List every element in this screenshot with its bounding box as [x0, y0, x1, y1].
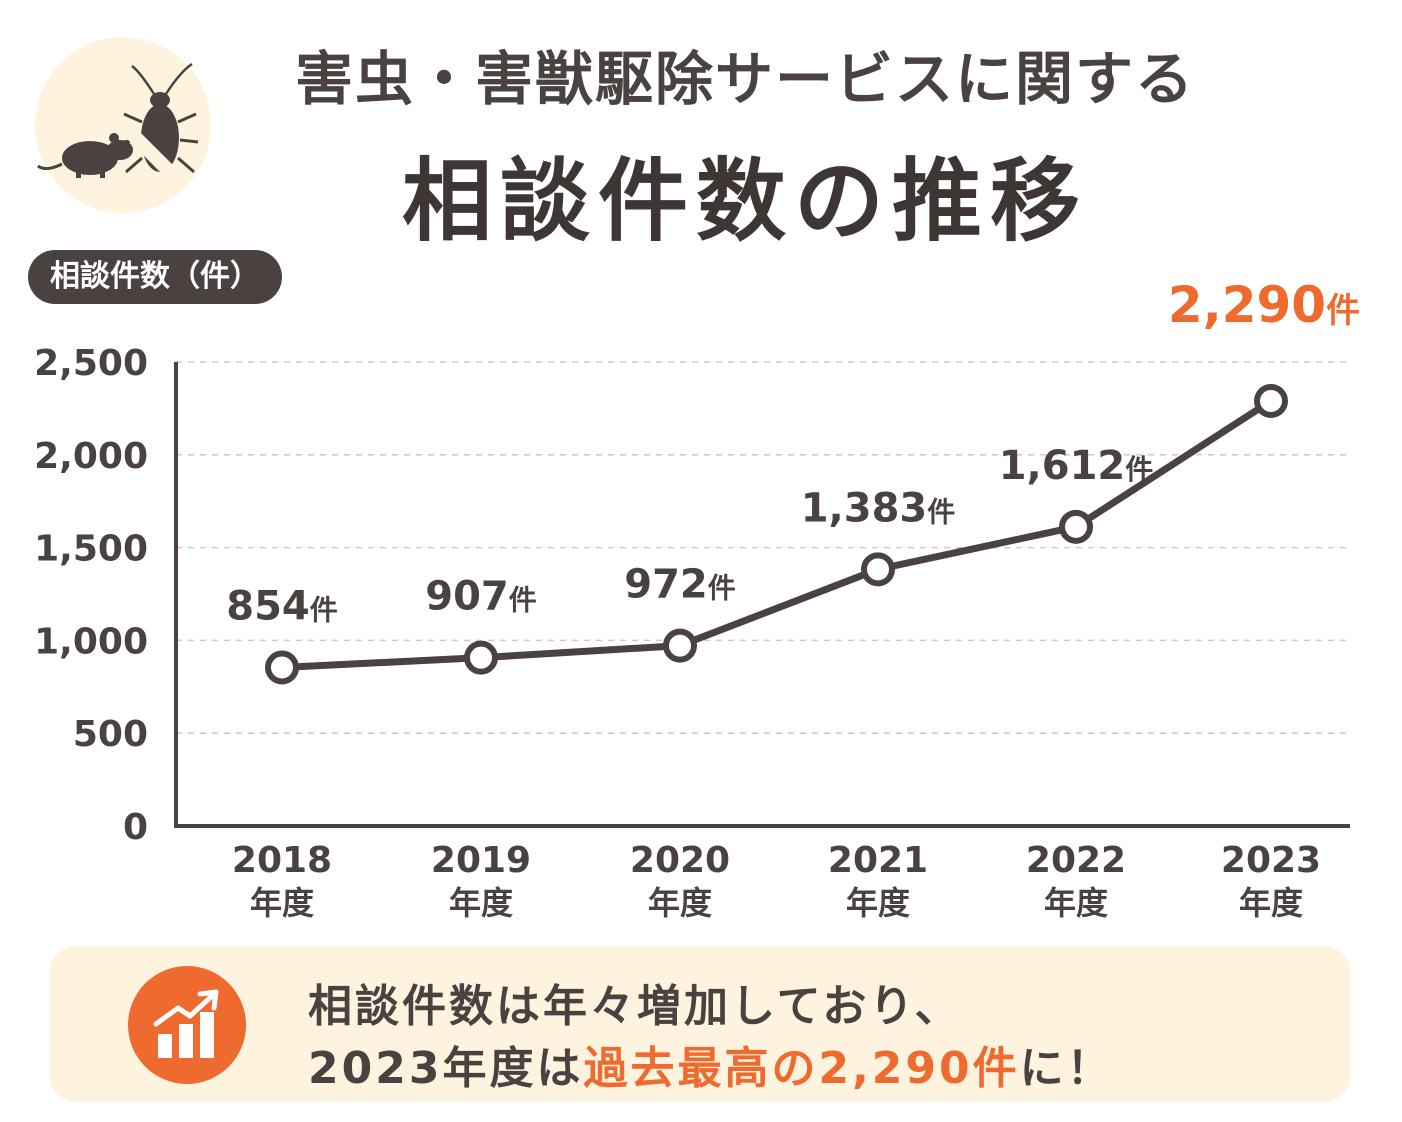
y-axis-label: 相談件数（件） — [28, 250, 282, 304]
x-tick-label: 2023 — [1221, 840, 1321, 881]
callout-highlight: 過去最高の2,290件 — [583, 1043, 1020, 1094]
x-tick-suffix: 年度 — [648, 884, 712, 922]
x-tick-label: 2020 — [630, 840, 730, 881]
y-tick-label: 1,500 — [34, 529, 148, 570]
data-label: 1,383件 — [801, 485, 956, 531]
data-point — [1254, 383, 1288, 418]
data-point — [663, 628, 697, 663]
page-title-line2: 相談件数の推移 — [402, 149, 1088, 254]
callout-line-2: 2023年度は過去最高の2,290件に！ — [308, 1032, 1114, 1096]
y-tick-label: 1,000 — [34, 621, 148, 662]
data-label: 907件 — [425, 574, 537, 620]
x-tick-label: 2018 — [232, 840, 332, 881]
data-label: 1,612件 — [999, 443, 1154, 489]
x-tick-suffix: 年度 — [1044, 884, 1108, 922]
summary-callout: 相談件数は年々増加しており、 2023年度は過去最高の2,290件に！ — [50, 946, 1350, 1102]
callout-line-2-prefix: 2023年度は — [308, 1043, 584, 1094]
y-tick-label: 2,000 — [34, 436, 148, 477]
x-tick-suffix: 年度 — [1239, 884, 1303, 922]
x-tick-suffix: 年度 — [250, 884, 314, 922]
data-point — [265, 650, 299, 685]
x-tick-label: 2019 — [431, 840, 531, 881]
x-tick-label: 2022 — [1026, 840, 1126, 881]
growth-chart-icon — [128, 966, 246, 1084]
y-tick-label: 500 — [73, 714, 148, 755]
data-label: 854件 — [226, 583, 338, 629]
x-tick-suffix: 年度 — [846, 884, 910, 922]
data-point — [861, 552, 895, 587]
series-line — [281, 398, 1273, 671]
x-tick-label: 2021 — [828, 840, 928, 881]
data-point — [1059, 509, 1093, 544]
x-tick-suffix: 年度 — [449, 884, 513, 922]
data-point — [464, 640, 498, 675]
no-pests-icon — [28, 30, 218, 220]
callout-line-2-suffix: に！ — [1019, 1043, 1114, 1094]
callout-line-1: 相談件数は年々増加しており、 — [308, 981, 962, 1032]
page-title-line1: 害虫・害獣駆除サービスに関する — [294, 45, 1195, 113]
data-label: 972件 — [624, 562, 736, 608]
y-tick-label: 0 — [123, 807, 148, 848]
data-label: 2,290件 — [1168, 276, 1360, 334]
line-chart: 05001,0001,5002,0002,5002018年度2019年度2020… — [34, 276, 1360, 922]
y-tick-label: 2,500 — [34, 343, 148, 384]
